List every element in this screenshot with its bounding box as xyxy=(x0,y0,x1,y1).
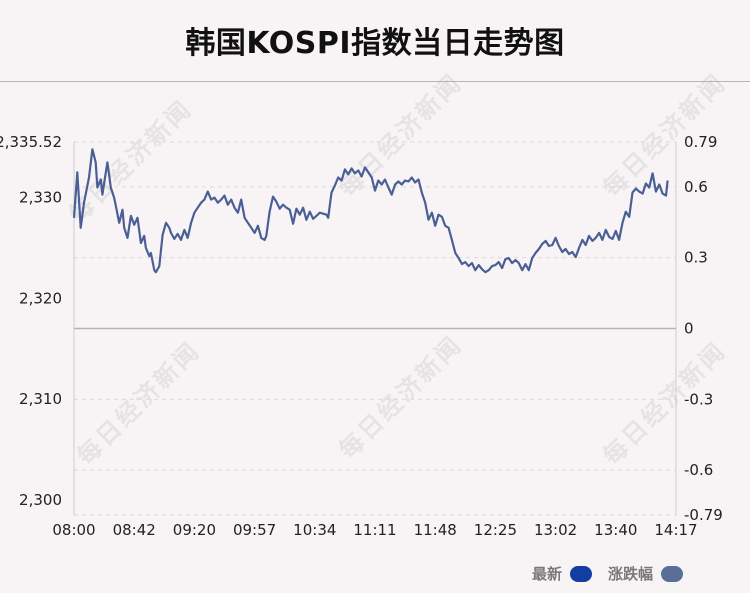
y-left-tick-label: 2,335.52 xyxy=(0,133,62,151)
chart-title: 韩国KOSPI指数当日走势图 xyxy=(185,26,565,61)
y-left-tick-label: 2,330 xyxy=(19,189,62,207)
x-tick-label: 09:57 xyxy=(233,521,276,539)
legend-change-label: 涨跌幅 xyxy=(608,565,654,583)
x-tick-label: 13:02 xyxy=(534,521,577,539)
legend-change-swatch xyxy=(661,566,683,582)
y-left-tick-label: 2,300 xyxy=(19,491,62,509)
y-right-tick-label: 0.79 xyxy=(684,133,717,151)
x-tick-label: 10:34 xyxy=(293,521,336,539)
x-tick-label: 08:00 xyxy=(52,521,95,539)
x-tick-label: 11:48 xyxy=(414,521,457,539)
x-tick-label: 11:11 xyxy=(353,521,396,539)
x-tick-label: 14:17 xyxy=(654,521,697,539)
y-left-tick-label: 2,320 xyxy=(19,289,62,307)
y-right-tick-label: -0.6 xyxy=(684,461,713,479)
y-left-tick-label: 2,310 xyxy=(19,390,62,408)
title-divider xyxy=(0,81,750,82)
series-line xyxy=(72,148,669,274)
y-right-tick-label: 0.6 xyxy=(684,178,708,196)
y-right-tick-label: -0.3 xyxy=(684,390,713,408)
y-right-tick-label: 0.3 xyxy=(684,249,708,267)
y-right-tick-label: 0 xyxy=(684,320,694,338)
legend-latest-swatch xyxy=(570,566,592,582)
y-right-tick-label: -0.79 xyxy=(684,506,723,524)
x-tick-label: 08:42 xyxy=(113,521,156,539)
x-tick-label: 12:25 xyxy=(474,521,517,539)
legend-latest-label: 最新 xyxy=(532,565,563,583)
x-tick-label: 13:40 xyxy=(594,521,637,539)
x-tick-label: 09:20 xyxy=(173,521,216,539)
